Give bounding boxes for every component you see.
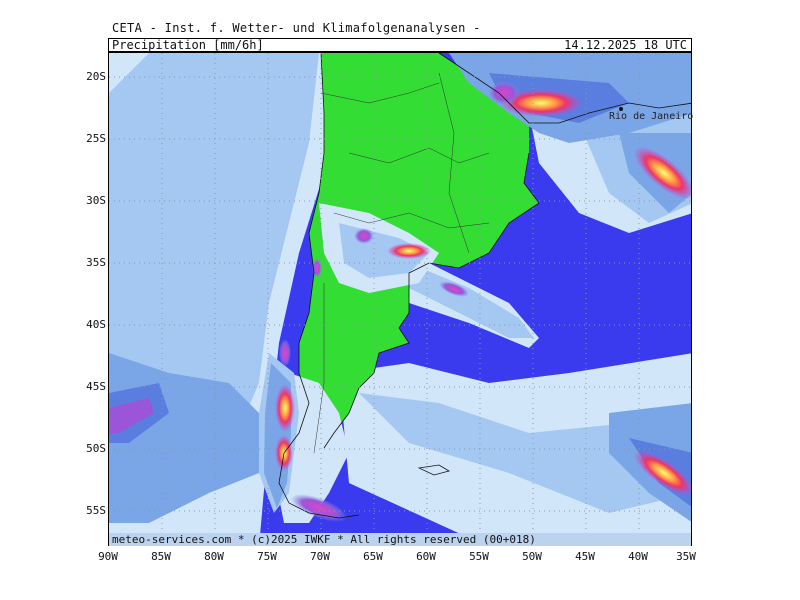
x-tick-label: 80W xyxy=(204,550,224,563)
x-tick-label: 60W xyxy=(416,550,436,563)
y-tick-label: 25S xyxy=(86,132,106,145)
country-borders xyxy=(313,72,490,454)
coastlines xyxy=(278,53,691,519)
central-argentina-cell xyxy=(387,243,431,259)
tierra-del-fuego-cell xyxy=(290,494,348,522)
x-tick-label: 40W xyxy=(628,550,648,563)
x-tick-label: 45W xyxy=(575,550,595,563)
y-tick-label: 35S xyxy=(86,256,106,269)
ne-ocean-max-cell xyxy=(633,146,691,200)
patagonia-max-north xyxy=(279,339,291,367)
atlantic-max-cell-south xyxy=(633,450,691,496)
plata-plume-mid xyxy=(409,263,534,338)
y-tick-label: 40S xyxy=(86,318,106,331)
valid-time-label: 14.12.2025 18 UTC xyxy=(564,38,687,52)
chart-title: CETA - Inst. f. Wetter- und Klimafolgena… xyxy=(112,21,481,35)
x-tick-label: 85W xyxy=(151,550,171,563)
header-bar: Precipitation [mm/6h] 14.12.2025 18 UTC xyxy=(108,38,692,52)
x-tick-label: 90W xyxy=(98,550,118,563)
y-tick-label: 20S xyxy=(86,70,106,83)
pacific-band-southwest-core xyxy=(109,398,154,433)
cordoba-cell xyxy=(354,228,374,244)
x-tick-label: 65W xyxy=(363,550,383,563)
rio-de-janeiro-marker xyxy=(619,107,623,111)
precipitation-map[interactable] xyxy=(108,52,692,546)
variable-label: Precipitation [mm/6h] xyxy=(112,38,264,52)
x-tick-label: 55W xyxy=(469,550,489,563)
x-tick-label: 75W xyxy=(257,550,277,563)
x-tick-label: 50W xyxy=(522,550,542,563)
y-tick-label: 45S xyxy=(86,380,106,393)
x-tick-label: 35W xyxy=(676,550,696,563)
atlantic-precip-low xyxy=(359,393,691,513)
brazil-secondary-cell xyxy=(488,81,520,105)
map-canvas xyxy=(109,53,691,545)
credit-bar: meteo-services.com * (c)2025 IWKF * All … xyxy=(109,533,691,546)
patagonia-max-central xyxy=(275,384,295,432)
brazil-max-cell xyxy=(499,89,583,117)
city-label-rio: Rio de Janeiro xyxy=(609,111,694,122)
buenos-aires-cell xyxy=(438,281,470,297)
y-tick-label: 50S xyxy=(86,442,106,455)
y-tick-label: 30S xyxy=(86,194,106,207)
x-tick-label: 70W xyxy=(310,550,330,563)
y-tick-label: 55S xyxy=(86,504,106,517)
